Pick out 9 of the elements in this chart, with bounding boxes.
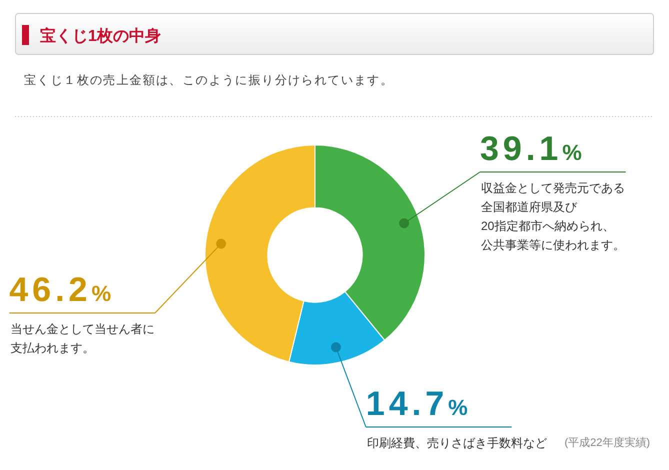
- value-label: 39.1%: [480, 130, 586, 168]
- title: 宝くじ1枚の中身: [40, 28, 161, 45]
- subtitle: 宝くじ１枚の売上金額は、このように振り分けられています。: [24, 73, 394, 87]
- value-label: 14.7%: [366, 385, 472, 423]
- category-label: 印刷経費、売りさばき手数料など: [366, 436, 547, 450]
- category-label: 当せん金として当せん者に支払われます。: [10, 322, 154, 355]
- annotation: (平成22年度実績): [564, 437, 650, 449]
- value-label: 46.2%: [9, 271, 115, 309]
- category-label: 収益金として発売元である全国都道府県及び20指定都市へ納められ、公共事業等に使われます。: [481, 181, 625, 252]
